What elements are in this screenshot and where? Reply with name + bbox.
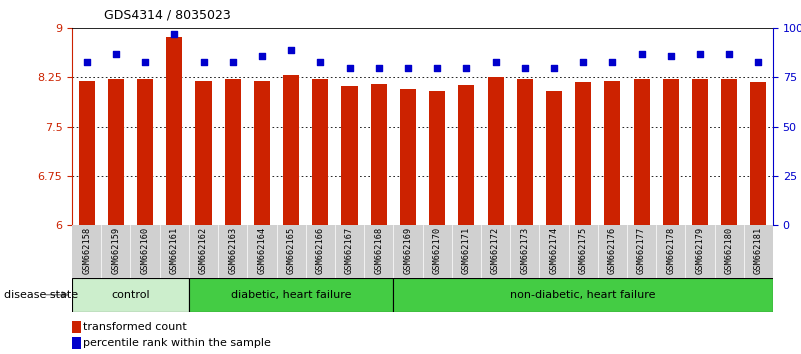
Text: GSM662158: GSM662158 [83,227,91,274]
Bar [167,37,183,225]
Text: GSM662167: GSM662167 [345,227,354,274]
Bar [458,85,474,225]
Text: GSM662165: GSM662165 [287,227,296,274]
Point [256,53,268,59]
Text: diabetic, heart failure: diabetic, heart failure [231,290,352,300]
Point [460,65,473,70]
Text: percentile rank within the sample: percentile rank within the sample [83,338,272,348]
Bar [662,79,678,225]
Text: GDS4314 / 8035023: GDS4314 / 8035023 [104,9,231,22]
Bar [517,79,533,225]
Point [401,65,414,70]
Text: GSM662169: GSM662169 [404,227,413,274]
Point [343,65,356,70]
Bar [751,82,767,225]
Point [664,53,677,59]
Point [372,65,385,70]
Text: GSM662175: GSM662175 [578,227,588,274]
Point [314,59,327,64]
Point [752,59,765,64]
Bar [108,79,124,225]
Bar [72,278,189,312]
Text: GSM662159: GSM662159 [111,227,120,274]
Point [284,47,297,53]
Point [518,65,531,70]
Text: control: control [111,290,150,300]
Point [110,51,123,57]
Point [606,59,618,64]
Text: GSM662170: GSM662170 [433,227,441,274]
Point [168,32,181,37]
Text: GSM662177: GSM662177 [637,227,646,274]
Point [635,51,648,57]
Text: GSM662160: GSM662160 [141,227,150,274]
Bar [721,79,737,225]
Point [489,59,502,64]
Bar [283,75,299,225]
Bar [72,337,81,349]
Point [139,59,151,64]
Bar [312,79,328,225]
Text: GSM662161: GSM662161 [170,227,179,274]
Text: transformed count: transformed count [83,322,187,332]
Bar [189,278,393,312]
Bar [195,81,211,225]
Bar [371,84,387,225]
Bar [429,91,445,225]
Point [577,59,590,64]
Text: GSM662176: GSM662176 [608,227,617,274]
Bar [488,78,504,225]
Text: GSM662171: GSM662171 [462,227,471,274]
Text: GSM662168: GSM662168 [374,227,383,274]
Text: GSM662179: GSM662179 [695,227,704,274]
Text: GSM662166: GSM662166 [316,227,325,274]
Point [723,51,735,57]
Text: GSM662163: GSM662163 [228,227,237,274]
Text: GSM662181: GSM662181 [754,227,763,274]
Text: GSM662172: GSM662172 [491,227,500,274]
Bar [78,81,95,225]
Bar [72,321,81,333]
Text: GSM662174: GSM662174 [549,227,558,274]
Text: GSM662164: GSM662164 [257,227,267,274]
Bar [546,91,562,225]
Bar [341,86,357,225]
Text: GSM662178: GSM662178 [666,227,675,274]
Text: GSM662180: GSM662180 [725,227,734,274]
Point [197,59,210,64]
Point [431,65,444,70]
Bar [634,79,650,225]
Bar [604,81,621,225]
Bar [575,82,591,225]
Bar [393,278,773,312]
Point [548,65,561,70]
Text: GSM662173: GSM662173 [520,227,529,274]
Bar [400,88,416,225]
Bar [692,79,708,225]
Point [694,51,706,57]
Text: non-diabetic, heart failure: non-diabetic, heart failure [510,290,656,300]
Bar [137,79,153,225]
Bar [254,81,270,225]
Point [80,59,93,64]
Text: disease state: disease state [4,290,78,300]
Point [227,59,239,64]
Text: GSM662162: GSM662162 [199,227,208,274]
Bar [224,79,241,225]
